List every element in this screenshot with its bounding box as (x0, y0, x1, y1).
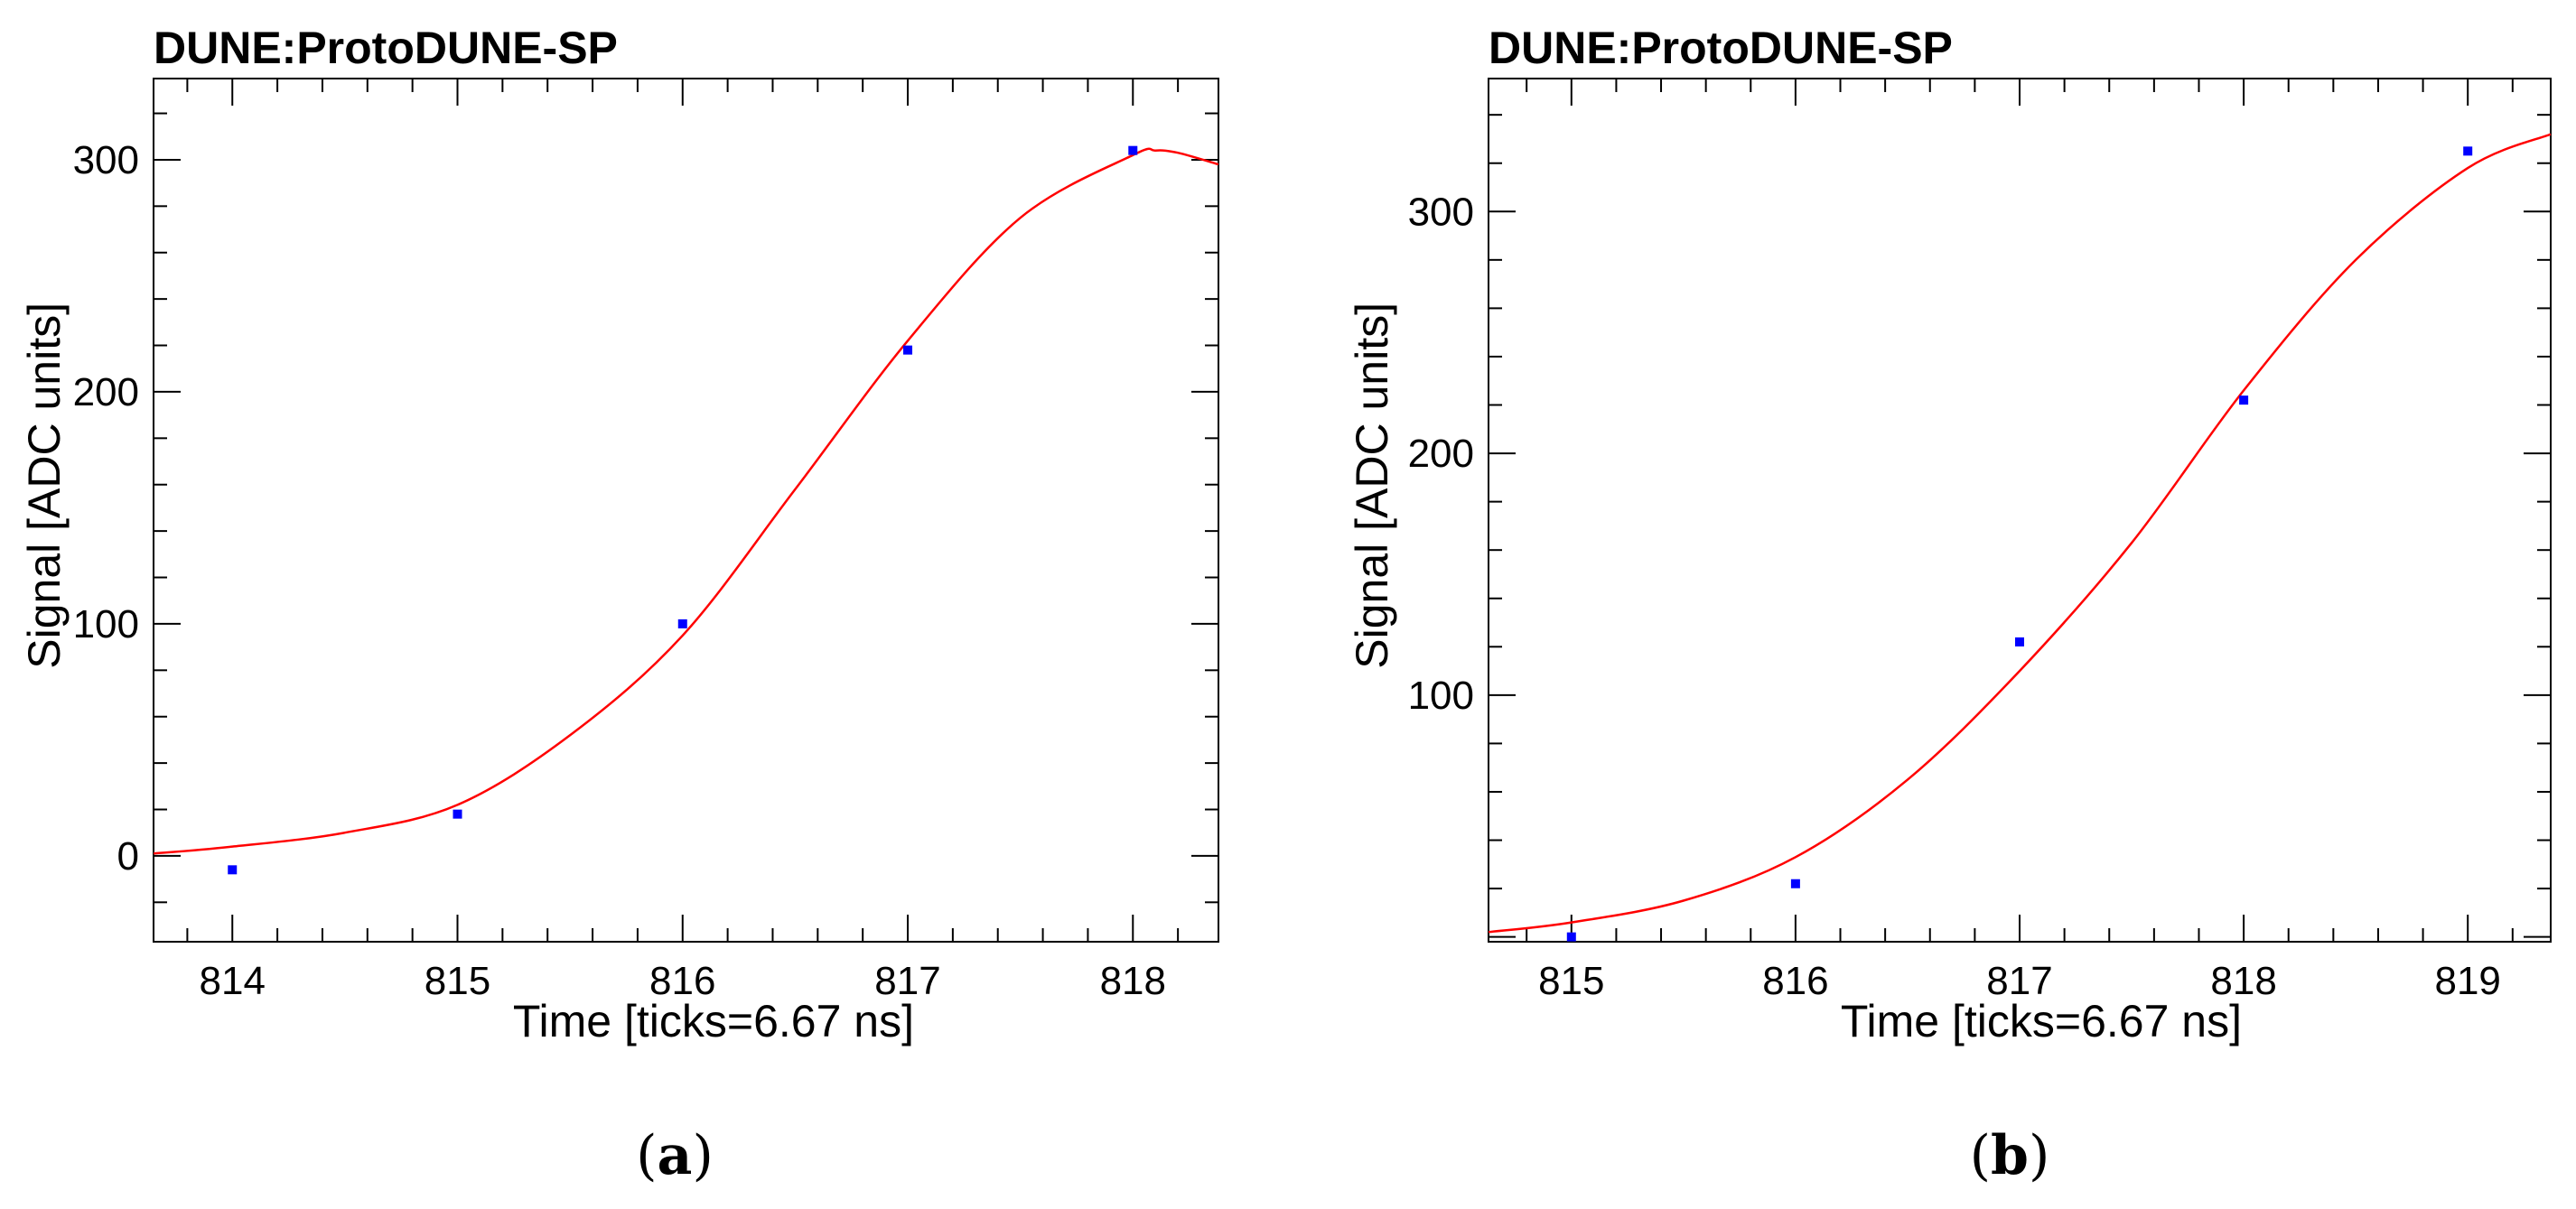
x-tick-label: 818 (2210, 959, 2276, 1003)
x-axis-label: Time [ticks=6.67 ns] (1841, 996, 2242, 1046)
data-point (2463, 146, 2473, 156)
x-tick-label: 814 (200, 959, 266, 1003)
data-point (903, 345, 913, 355)
data-point (453, 809, 462, 819)
x-axis-label: Time [ticks=6.67 ns] (513, 996, 914, 1046)
y-tick-label: 300 (1408, 190, 1474, 234)
chart-panel-a: DUNE:ProtoDUNE-SP 814 815 816 817 818 0 100 200… (19, 23, 1219, 1187)
x-tick-label: 817 (1986, 959, 2052, 1003)
chart-a: DUNE:ProtoDUNE-SP 814 815 816 817 818 0 100 200… (19, 23, 1219, 1187)
y-tick-label: 200 (73, 370, 139, 414)
data-point (1128, 145, 1138, 155)
x-tick-label: 818 (1100, 959, 1166, 1003)
x-tick-label: 815 (1538, 959, 1604, 1003)
chart-title: DUNE:ProtoDUNE-SP (1489, 23, 1953, 73)
data-point (1566, 932, 1576, 942)
chart-b: DUNE:ProtoDUNE-SP 815 816 817 818 819 100 200 3… (1347, 23, 2552, 1187)
y-axis-label: Signal [ADC units] (1347, 302, 1397, 669)
y-tick-label: 100 (73, 602, 139, 646)
data-point (677, 618, 687, 628)
y-tick-label: 200 (1408, 432, 1474, 476)
data-point (1790, 879, 1800, 888)
x-tick-label: 816 (649, 959, 715, 1003)
x-tick-label: 819 (2434, 959, 2500, 1003)
data-point (228, 865, 238, 875)
fit-curve (1488, 133, 2552, 934)
y-axis-label: Signal [ADC units] (19, 302, 70, 669)
y-tick-label: 100 (1408, 674, 1474, 718)
caption-letter: a (658, 1124, 693, 1187)
chart-panel-b: DUNE:ProtoDUNE-SP 815 816 817 818 819 100 200 3… (1288, 0, 2576, 1209)
chart-title: DUNE:ProtoDUNE-SP (154, 23, 618, 73)
x-tick-label: 817 (874, 959, 940, 1003)
x-tick-label: 816 (1762, 959, 1828, 1003)
plot-frame (153, 78, 1219, 943)
plot-frame (1488, 78, 2552, 943)
data-point (2239, 395, 2249, 405)
y-tick-label: 0 (117, 834, 139, 879)
caption-letter: b (1991, 1124, 2029, 1187)
caption: (b) (1970, 1124, 2050, 1187)
data-point (2015, 637, 2024, 646)
fit-curve (153, 147, 1219, 855)
x-tick-label: 815 (425, 959, 490, 1003)
y-tick-label: 300 (73, 138, 139, 182)
caption: (a) (636, 1124, 714, 1187)
